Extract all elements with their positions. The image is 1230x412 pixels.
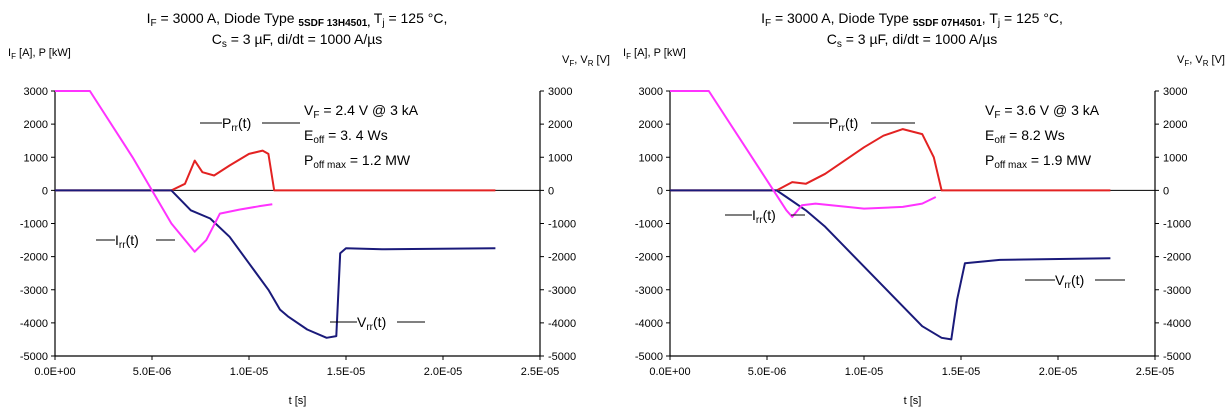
y-tick-label-right: -3000 (1163, 285, 1191, 297)
y-tick-label-right: -1000 (1163, 219, 1191, 231)
x-tick-label: 2.0E-05 (424, 366, 463, 378)
y-tick-label-left: -2000 (635, 252, 663, 264)
y-tick-label-right: 2000 (1163, 119, 1187, 131)
x-tick-label: 1.5E-05 (327, 366, 366, 378)
x-tick-label: 0.0E+00 (649, 366, 690, 378)
y-tick-label-left: -1000 (635, 219, 663, 231)
annotation-vf: VF = 2.4 V @ 3 kA (304, 102, 419, 121)
y-tick-label-left: 2000 (639, 119, 663, 131)
chart-title-line-2: Cs = 3 µF, di/dt = 1000 A/µs (212, 31, 383, 50)
y-tick-label-left: 2000 (24, 119, 48, 131)
y-axis-label-right: VF, VR [V] (562, 54, 610, 68)
y-axis-label-right: VF, VR [V] (1177, 54, 1225, 68)
annotation-prr: Prr(t) (222, 115, 251, 134)
x-tick-label: 2.0E-05 (1039, 366, 1078, 378)
x-tick-label: 2.5E-05 (521, 366, 560, 378)
y-tick-label-right: -5000 (1163, 351, 1191, 363)
x-tick-label: 5.0E-06 (133, 366, 172, 378)
series-line-irrt (55, 90, 273, 253)
annotation-vf: VF = 3.6 V @ 3 kA (985, 102, 1100, 121)
y-tick-label-left: 3000 (24, 86, 48, 98)
y-tick-label-left: 0 (657, 185, 663, 197)
chart-title-line-1: IF = 3000 A, Diode Type 5SDF 13H4501, Tj… (147, 10, 448, 29)
y-tick-label-left: -1000 (20, 219, 48, 231)
annotation-eoff: Eoff = 3. 4 Ws (304, 127, 388, 146)
y-tick-label-right: -1000 (548, 219, 576, 231)
y-tick-label-left: -4000 (635, 318, 663, 330)
chart-panel-left: IF = 3000 A, Diode Type 5SDF 13H4501, Tj… (8, 10, 610, 407)
annotation-vrr: Vrr(t) (357, 314, 386, 333)
annotation-prr: Prr(t) (829, 115, 858, 134)
x-tick-label: 1.5E-05 (942, 366, 981, 378)
annotation-poff: Poff max = 1.9 MW (985, 152, 1092, 171)
series-line-prrt (670, 128, 1111, 192)
y-tick-label-left: -4000 (20, 318, 48, 330)
y-tick-label-right: -4000 (548, 318, 576, 330)
y-tick-label-right: -2000 (1163, 252, 1191, 264)
y-axis-label-left: IF [A], P [kW] (623, 47, 686, 61)
y-tick-label-left: -3000 (635, 285, 663, 297)
y-tick-label-left: 1000 (24, 152, 48, 164)
y-tick-label-left: -2000 (20, 252, 48, 264)
x-tick-label: 5.0E-06 (748, 366, 787, 378)
chart-right: IF = 3000 A, Diode Type 5SDF 07H4501, Tj… (623, 10, 1225, 407)
y-tick-label-right: -4000 (1163, 318, 1191, 330)
annotation-eoff: Eoff = 8.2 Ws (985, 127, 1065, 146)
y-tick-label-right: -2000 (548, 252, 576, 264)
y-axis-label-left: IF [A], P [kW] (8, 47, 71, 61)
y-tick-label-right: 0 (548, 185, 554, 197)
chart-panel-right: IF = 3000 A, Diode Type 5SDF 07H4501, Tj… (615, 0, 1230, 412)
y-tick-label-left: 3000 (639, 86, 663, 98)
series-line-irrt (670, 90, 937, 218)
series-line-prrt (55, 149, 496, 192)
annotation-vrr: Vrr(t) (1055, 272, 1084, 291)
y-tick-label-right: 0 (1163, 185, 1169, 197)
y-tick-label-left: -5000 (20, 351, 48, 363)
y-tick-label-right: 1000 (548, 152, 572, 164)
x-tick-label: 1.0E-05 (845, 366, 884, 378)
annotation-irr: Irr(t) (115, 232, 139, 251)
x-tick-label: 1.0E-05 (230, 366, 269, 378)
y-tick-label-left: 1000 (639, 152, 663, 164)
x-axis-label: t [s] (904, 395, 922, 407)
x-tick-label: 2.5E-05 (1136, 366, 1175, 378)
x-axis-label: t [s] (289, 395, 307, 407)
series-line-vrrt (55, 189, 496, 339)
y-tick-label-right: -5000 (548, 351, 576, 363)
chart-title-line-2: Cs = 3 µF, di/dt = 1000 A/µs (827, 31, 998, 50)
annotation-irr: Irr(t) (752, 207, 776, 226)
y-tick-label-left: 0 (42, 185, 48, 197)
chart-left: IF = 3000 A, Diode Type 5SDF 13H4501, Tj… (8, 10, 610, 407)
annotation-poff: Poff max = 1.2 MW (304, 152, 411, 171)
y-tick-label-right: 2000 (548, 119, 572, 131)
y-tick-label-right: 3000 (1163, 86, 1187, 98)
y-tick-label-left: -5000 (635, 351, 663, 363)
y-tick-label-right: 3000 (548, 86, 572, 98)
y-tick-label-left: -3000 (20, 285, 48, 297)
series-line-vrrt (670, 189, 1111, 341)
chart-title-line-1: IF = 3000 A, Diode Type 5SDF 07H4501, Tj… (761, 10, 1063, 29)
x-tick-label: 0.0E+00 (34, 366, 75, 378)
y-tick-label-right: 1000 (1163, 152, 1187, 164)
y-tick-label-right: -3000 (548, 285, 576, 297)
